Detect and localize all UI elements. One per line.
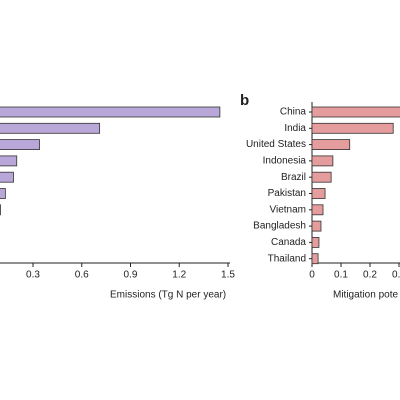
y-tick-label: Thailand xyxy=(268,253,306,264)
bar xyxy=(311,236,320,248)
x-tick-label: 0 xyxy=(309,270,315,281)
bar xyxy=(311,106,400,118)
bar xyxy=(311,122,394,134)
x-tick-label: 0.3 xyxy=(26,270,40,281)
x-tick-label: 1.5 xyxy=(221,270,235,281)
panel-label: b xyxy=(240,92,249,109)
y-tick-label: India xyxy=(284,123,306,134)
y-tick-label: Pakistan xyxy=(268,188,306,199)
bar xyxy=(311,253,319,265)
bar xyxy=(311,188,326,199)
y-tick-label: Canada xyxy=(271,237,306,248)
y-tick-label: Indonesia xyxy=(263,156,307,167)
x-tick-label: 0.9 xyxy=(124,270,138,281)
x-tick-label: 0.2 xyxy=(363,270,377,281)
bar xyxy=(0,139,40,151)
bar xyxy=(311,155,334,167)
y-tick-label: United States xyxy=(246,139,306,150)
x-axis-label: Emissions (Tg N per year) xyxy=(110,290,226,301)
x-tick-label: 1.2 xyxy=(172,270,186,281)
bar xyxy=(0,106,221,118)
bar xyxy=(311,139,351,151)
y-tick-label: Brazil xyxy=(281,172,306,183)
bar xyxy=(311,220,322,232)
x-tick-label: 0.6 xyxy=(75,270,89,281)
x-axis-label: Mitigation pote xyxy=(333,290,398,301)
bar xyxy=(0,122,101,134)
y-tick-label: Bangladesh xyxy=(253,221,306,232)
x-tick-label: 0.1 xyxy=(334,270,348,281)
x-tick-label: 0.3 xyxy=(392,270,400,281)
bar xyxy=(0,204,1,216)
bar xyxy=(0,171,14,183)
bar xyxy=(0,188,6,199)
bar xyxy=(311,171,332,183)
y-tick-label: Vietnam xyxy=(269,204,306,215)
bar xyxy=(0,155,18,167)
bar xyxy=(311,204,324,216)
y-tick-label: China xyxy=(280,107,307,118)
